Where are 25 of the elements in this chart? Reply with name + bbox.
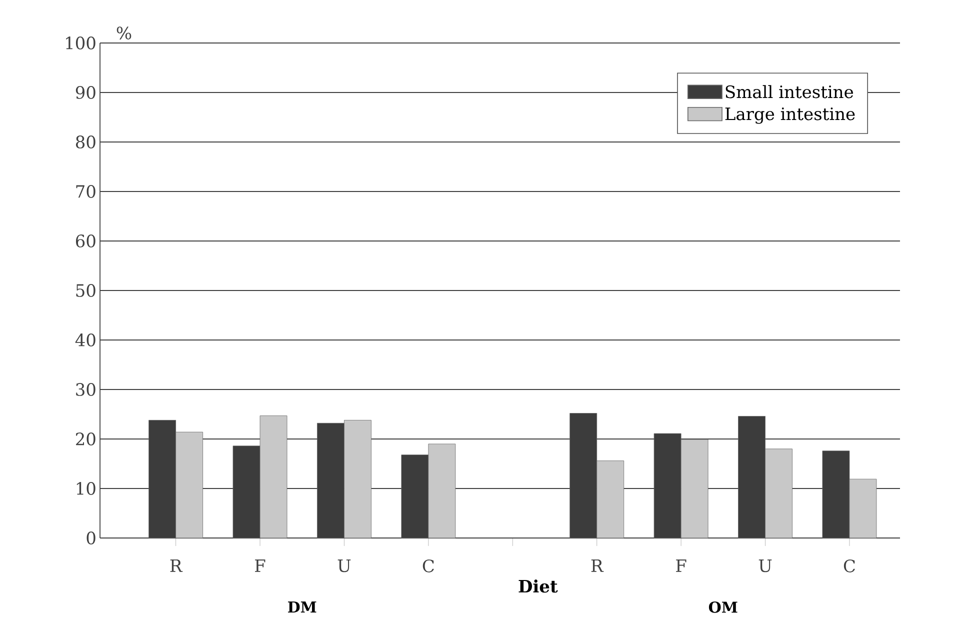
y-tick-label: 0 xyxy=(86,532,96,544)
x-tick-label: F xyxy=(255,560,266,572)
y-tick-label: 20 xyxy=(76,432,96,446)
x-tick-label: C xyxy=(422,560,434,572)
text: OM xyxy=(708,602,738,613)
y-tick-label: 40 xyxy=(75,334,96,346)
y-tick-label: 10 xyxy=(76,482,96,495)
text: DM xyxy=(288,602,316,612)
x-tick-label: U xyxy=(338,560,351,572)
y-tick-label: 60 xyxy=(76,234,96,248)
x-tick-label: R xyxy=(591,560,604,572)
x-tick-label: R xyxy=(170,560,183,572)
legend-label: Small intestine xyxy=(726,85,854,98)
x-tick-label: U xyxy=(758,560,772,572)
y-axis-title: % xyxy=(116,26,132,40)
y-tick-label: 90 xyxy=(76,86,96,99)
y-tick-label: 30 xyxy=(76,383,96,396)
y-tick-label: 100 xyxy=(66,36,96,50)
y-tick-label: 50 xyxy=(76,284,96,297)
y-tick-label: 80 xyxy=(76,136,96,148)
x-tick-label: C xyxy=(844,560,855,572)
y-tick-label: 70 xyxy=(76,185,96,198)
x-axis-title: Diet xyxy=(518,580,558,593)
legend-label: Large intestine xyxy=(725,108,855,124)
x-tick-label: F xyxy=(676,560,686,572)
